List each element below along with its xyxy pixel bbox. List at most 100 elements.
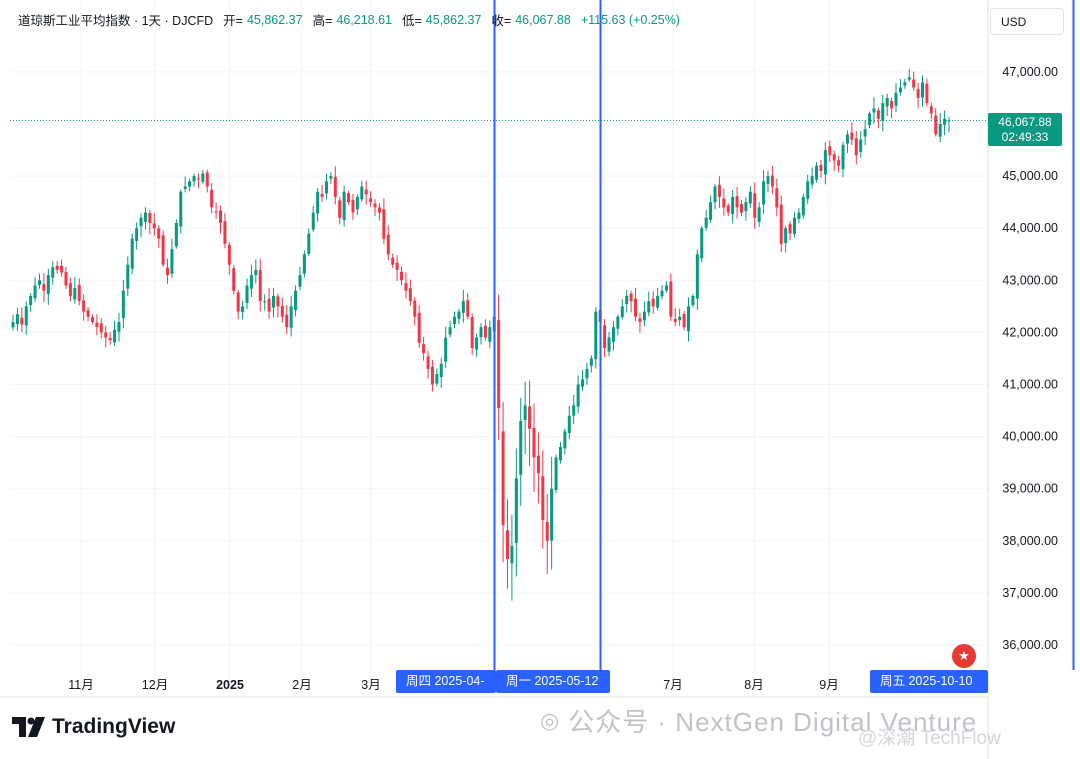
candle-body: [382, 209, 386, 239]
candle-body: [536, 455, 540, 474]
candle-body: [188, 181, 192, 187]
candle-body: [205, 172, 209, 187]
x-tick-label: 12月: [142, 678, 168, 692]
low-label: 低=: [401, 14, 422, 28]
candle-body: [634, 298, 638, 317]
candle-body: [589, 358, 593, 366]
candle-body: [104, 332, 108, 338]
candle-body: [611, 327, 615, 342]
candle-body: [73, 288, 77, 300]
candle-body: [792, 217, 796, 234]
candle-body: [95, 322, 99, 328]
candle-body: [55, 265, 59, 270]
candle-body: [731, 196, 735, 215]
tradingview-logo-icon: [12, 717, 45, 737]
candle-body: [77, 284, 81, 302]
candle-body: [99, 323, 103, 333]
candle-body: [929, 106, 933, 114]
candle-body: [170, 249, 174, 274]
candle-body: [192, 176, 196, 182]
candle-body: [656, 295, 660, 308]
candle-body: [391, 257, 395, 265]
candle-body: [854, 138, 858, 156]
candle-body: [263, 301, 267, 303]
candle-body: [532, 427, 536, 458]
us-flag-icon[interactable]: ★: [952, 644, 976, 668]
candle-body: [766, 176, 770, 184]
watermark: ◎ 公众号 · NextGen Digital Venture: [540, 702, 977, 739]
candle-body: [581, 379, 585, 387]
candle-body: [682, 313, 686, 328]
candle-body: [289, 306, 293, 328]
candle-body: [501, 431, 505, 526]
candle-body: [616, 316, 620, 329]
candle-body: [439, 363, 443, 378]
candle-body: [338, 200, 342, 218]
candle-body: [691, 295, 695, 306]
candle-body: [770, 175, 774, 187]
candle-body: [324, 181, 328, 194]
candle-body: [832, 154, 836, 161]
candle-body: [395, 262, 399, 270]
candle-body: [704, 217, 708, 228]
candle-body: [82, 300, 86, 312]
tradingview-logo[interactable]: TradingView: [12, 715, 175, 739]
candle-body: [457, 311, 461, 319]
candle-body: [148, 213, 152, 223]
candle-body: [400, 271, 404, 281]
candle-body: [810, 176, 814, 185]
candle-body: [126, 264, 130, 289]
candle-body: [514, 478, 518, 544]
logo-text: TradingView: [52, 715, 176, 738]
x-tick-label: 3月: [361, 678, 380, 692]
candle-body: [117, 321, 121, 332]
high-label: 高=: [312, 14, 333, 28]
candle-body: [497, 320, 501, 408]
candle-body: [678, 316, 682, 321]
candle-body: [890, 100, 894, 109]
candle-body: [629, 293, 633, 302]
candle-body: [68, 283, 72, 296]
candle-body: [135, 228, 139, 241]
candle-body: [739, 204, 743, 213]
low-value: 45,862.37: [425, 12, 482, 27]
candle-body: [859, 139, 863, 152]
candle-body: [24, 306, 28, 326]
x-tick-label: 7月: [663, 678, 682, 692]
candle-body: [236, 292, 240, 312]
candle-body: [775, 188, 779, 208]
candle-body: [302, 254, 306, 274]
candle-body: [726, 205, 730, 213]
candle-body: [898, 87, 902, 93]
currency-selector[interactable]: USD: [990, 8, 1064, 35]
candle-body: [863, 129, 867, 137]
candle-body: [422, 344, 426, 354]
candle-body: [430, 366, 434, 385]
candle-body: [585, 368, 589, 379]
candle-body: [700, 228, 704, 259]
candle-body: [320, 193, 324, 197]
candle-body: [572, 405, 576, 416]
candle-body: [364, 189, 368, 195]
x-tick-label: 9月: [819, 678, 838, 692]
candle-body: [413, 300, 417, 317]
candle-body: [823, 150, 827, 175]
candle-body: [46, 275, 50, 294]
candle-body: [881, 103, 885, 121]
candle-body: [249, 275, 253, 289]
high-value: 46,218.61: [336, 12, 392, 27]
candle-body: [510, 546, 514, 564]
x-tick-label: 2月: [292, 678, 311, 692]
candle-body: [426, 356, 430, 369]
candle-body: [660, 290, 664, 297]
candle-body: [541, 476, 545, 520]
candle-body: [280, 305, 284, 317]
candle-body: [567, 415, 571, 433]
candle-body: [404, 283, 408, 291]
candle-body: [788, 224, 792, 234]
y-tick-label: 45,000.00: [1002, 169, 1058, 183]
candle-body: [943, 118, 947, 125]
candle-body: [841, 144, 845, 170]
candle-body: [894, 92, 898, 106]
